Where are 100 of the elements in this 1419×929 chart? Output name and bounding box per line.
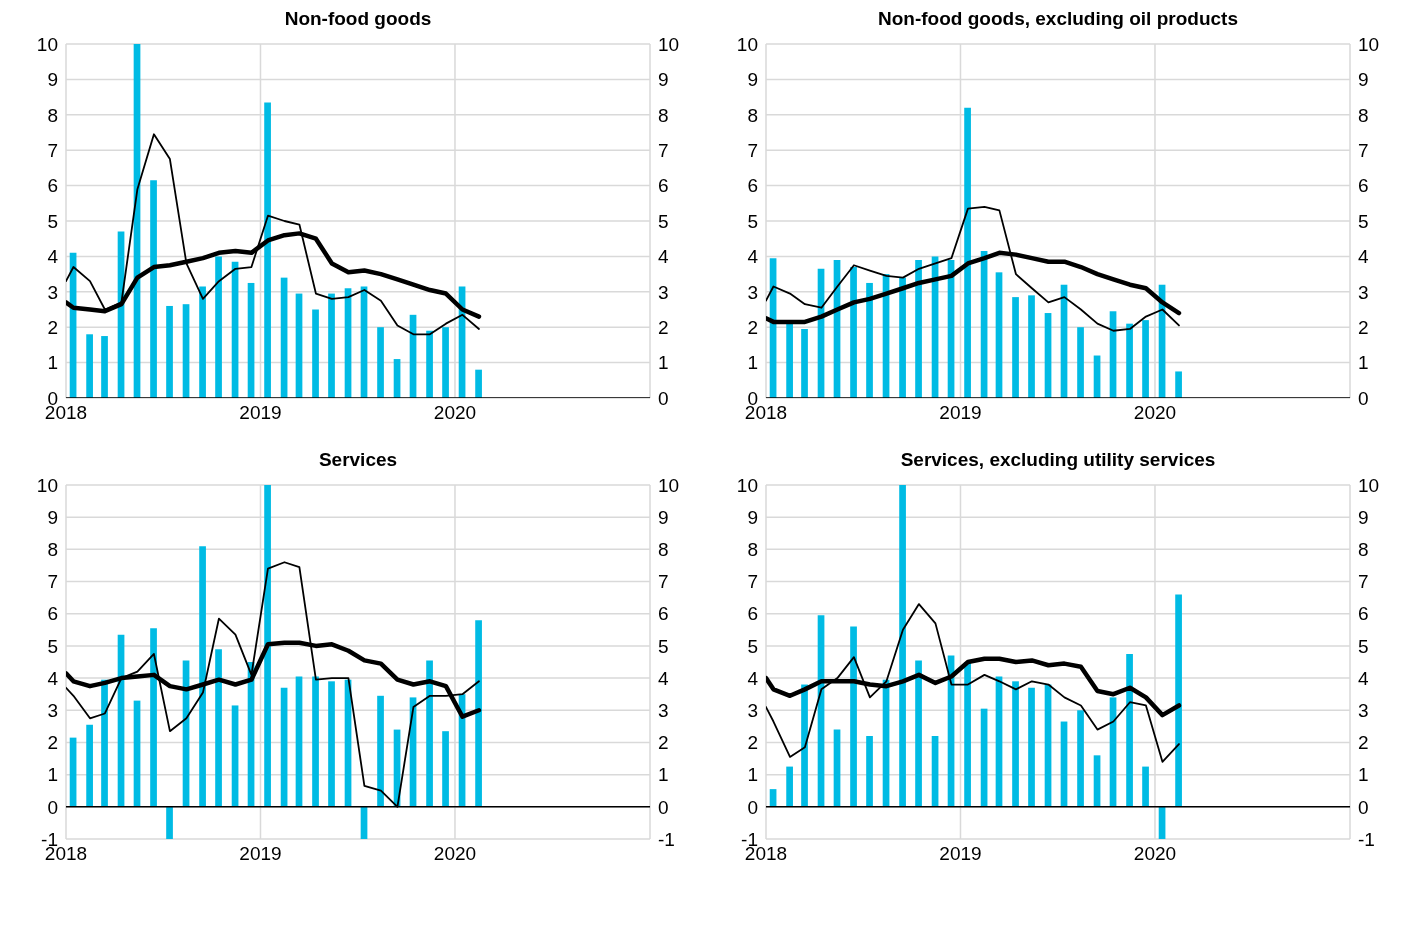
bar — [866, 282, 873, 398]
y2-tick-label: 9 — [1358, 69, 1369, 91]
y-tick-label: 9 — [47, 69, 58, 91]
bar — [1175, 594, 1182, 807]
y-tick-label: 7 — [47, 571, 58, 593]
bar — [1142, 320, 1149, 398]
y-tick-label: 2 — [47, 732, 58, 754]
y2-tick-label: 3 — [658, 700, 669, 722]
bar — [328, 293, 335, 398]
bar — [377, 695, 384, 807]
bar — [850, 267, 857, 398]
y2-tick-label: 5 — [658, 635, 669, 657]
y2-tick-label: 3 — [658, 281, 669, 303]
y-tick-label: 5 — [47, 210, 58, 232]
y-tick-label: 9 — [747, 506, 758, 528]
y2-tick-label: 2 — [658, 732, 669, 754]
y2-tick-label: -1 — [1358, 828, 1375, 850]
y-tick-label: 3 — [47, 281, 58, 303]
y-tick-label: 4 — [47, 667, 59, 689]
y2-tick-label: 7 — [1358, 139, 1369, 161]
y-tick-label: 8 — [47, 539, 58, 561]
y2-tick-label: 10 — [658, 474, 680, 496]
bar — [264, 102, 271, 398]
y2-tick-label: 6 — [1358, 175, 1369, 197]
chart-title: Services, excluding utility services — [899, 449, 1217, 472]
bar — [915, 660, 922, 807]
y2-tick-label: 10 — [1358, 474, 1380, 496]
y2-tick-label: 8 — [1358, 104, 1369, 126]
y-tick-label: 2 — [747, 316, 758, 338]
y2-tick-label: 0 — [1358, 796, 1369, 818]
y2-tick-label: 7 — [658, 571, 669, 593]
y2-tick-label: 9 — [1358, 506, 1369, 528]
y-tick-label: 1 — [747, 764, 758, 786]
y-tick-label: 2 — [47, 316, 58, 338]
chart-title: Non-food goods, excluding oil products — [877, 8, 1239, 31]
y-tick-label: 5 — [47, 635, 58, 657]
bar — [850, 626, 857, 807]
bar — [426, 330, 433, 398]
bar — [426, 660, 433, 807]
y2-tick-label: 6 — [1358, 603, 1369, 625]
bar — [1175, 371, 1182, 398]
y2-tick-label: 0 — [658, 387, 669, 409]
x-tick-label: 2020 — [1133, 402, 1177, 424]
y2-tick-label: 1 — [658, 764, 669, 786]
y-tick-label: 10 — [36, 33, 58, 55]
y-tick-label: 8 — [747, 539, 758, 561]
bar — [1142, 766, 1149, 807]
y-tick-label: 3 — [47, 700, 58, 722]
y2-tick-label: 5 — [1358, 635, 1369, 657]
y2-tick-label: 4 — [1358, 246, 1369, 268]
x-tick-label: 2019 — [939, 843, 982, 865]
y2-tick-label: 3 — [1358, 281, 1369, 303]
y2-tick-label: 10 — [658, 33, 680, 55]
x-tick-label: 2019 — [239, 402, 282, 424]
y2-tick-label: 2 — [1358, 732, 1369, 754]
y2-tick-label: 0 — [1358, 387, 1369, 409]
y-tick-label: 9 — [47, 506, 58, 528]
y-tick-label: 8 — [47, 104, 58, 126]
bar — [1028, 295, 1035, 398]
y-tick-label: 10 — [736, 474, 758, 496]
bar — [215, 649, 222, 807]
y-tick-label: 9 — [747, 69, 758, 91]
y2-tick-label: 8 — [1358, 539, 1369, 561]
y2-tick-label: 4 — [1358, 667, 1369, 689]
y-tick-label: 3 — [747, 700, 758, 722]
y2-tick-label: 8 — [658, 539, 669, 561]
bar — [442, 327, 449, 398]
bar — [866, 736, 873, 807]
y-tick-label: 5 — [747, 210, 758, 232]
y2-tick-label: 5 — [658, 210, 669, 232]
bar — [86, 334, 93, 398]
bar — [801, 684, 808, 807]
y2-tick-label: 1 — [658, 352, 669, 374]
y-tick-label: 1 — [47, 764, 58, 786]
bar — [312, 676, 319, 807]
y2-tick-label: 5 — [1358, 210, 1369, 232]
x-tick-label: 2020 — [433, 402, 477, 424]
bar — [150, 628, 157, 807]
y2-tick-label: 1 — [1358, 352, 1369, 374]
y-tick-label: 4 — [747, 246, 759, 268]
bar — [964, 662, 971, 807]
y2-tick-label: 9 — [658, 506, 669, 528]
bar — [215, 256, 222, 398]
bar — [475, 620, 482, 807]
y-tick-label: 5 — [747, 635, 758, 657]
x-tick-label: 2020 — [433, 843, 477, 865]
y2-tick-label: 6 — [658, 175, 669, 197]
y-tick-label: 7 — [47, 139, 58, 161]
y-tick-label: 2 — [747, 732, 758, 754]
bar — [915, 259, 922, 398]
y-tick-label: 6 — [747, 175, 758, 197]
chart-title: Services — [317, 449, 399, 472]
bar — [801, 328, 808, 398]
bar — [101, 679, 108, 807]
bar — [312, 309, 319, 398]
bar — [166, 806, 173, 839]
y-tick-label: 7 — [747, 139, 758, 161]
bar — [328, 681, 335, 807]
y-tick-label: 8 — [747, 104, 758, 126]
x-tick-label: 2019 — [939, 402, 982, 424]
